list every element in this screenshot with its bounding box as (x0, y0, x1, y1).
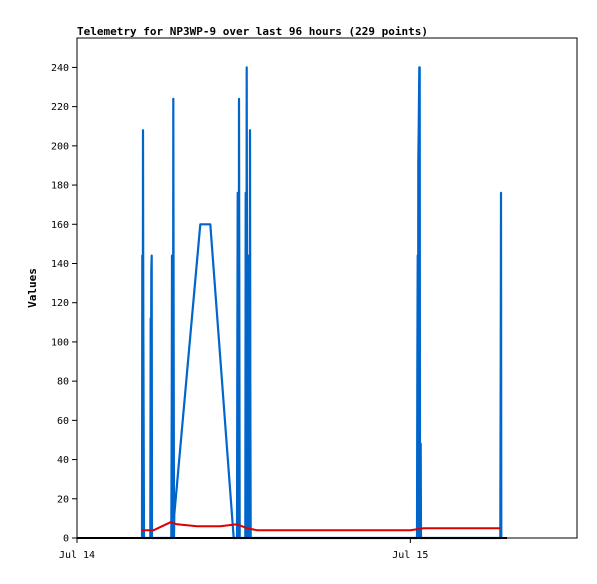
x-axis: Jul 14 Jul 15 (59, 538, 428, 561)
y-tick-label: 160 (51, 220, 69, 231)
y-axis: 0 20 40 60 80 100 120 140 160 180 200 220 240 (51, 63, 77, 545)
y-tick-label: 220 (51, 102, 69, 113)
y-tick-label: 40 (57, 455, 69, 466)
y-axis-label: Values (26, 268, 39, 308)
chart-title: Telemetry for NP3WP-9 over last 96 hours… (77, 25, 428, 38)
y-tick-label: 200 (51, 141, 69, 152)
y-tick-label: 120 (51, 298, 69, 309)
series-line-1 (140, 66, 503, 540)
y-tick-label: 240 (51, 63, 69, 74)
y-tick-label: 180 (51, 181, 69, 192)
series-line-2 (142, 521, 501, 532)
y-tick-label: 80 (57, 377, 69, 388)
y-tick-label: 100 (51, 337, 69, 348)
x-tick-label: Jul 15 (392, 550, 428, 561)
x-tick-label: Jul 14 (59, 550, 95, 561)
y-tick-label: 20 (57, 494, 69, 505)
y-tick-label: 140 (51, 259, 69, 270)
y-tick-label: 0 (63, 534, 69, 545)
y-tick-label: 60 (57, 416, 69, 427)
series-layer (77, 66, 507, 540)
